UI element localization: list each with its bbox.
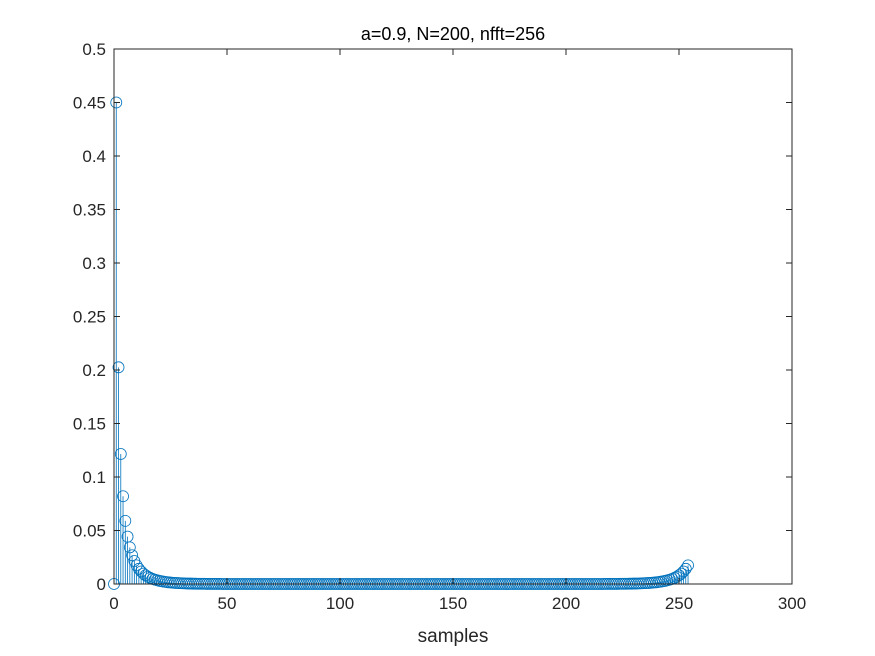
stem-marker: [682, 559, 694, 572]
y-tick-label: 0.45: [73, 94, 106, 113]
y-tick-label: 0.25: [73, 308, 106, 327]
x-tick-label: 300: [778, 594, 806, 613]
x-tick-label: 100: [326, 594, 354, 613]
stem-marker: [123, 541, 136, 554]
stem-marker: [679, 562, 692, 575]
y-axis-ticks: 0 0.05 0.1 0.15 0.2 0.25 0.3 0.35 0.4 0.45 0.5: [73, 40, 792, 594]
y-tick-label: 0.1: [82, 468, 106, 487]
y-tick-label: 0.4: [82, 147, 106, 166]
y-tick-label: 0.2: [82, 361, 106, 380]
y-tick-label: 0.5: [82, 40, 106, 59]
x-tick-label: 50: [218, 594, 237, 613]
chart-title: a=0.9, N=200, nfft=256: [361, 24, 545, 44]
y-tick-label: 0.35: [73, 201, 106, 220]
stem-marker: [114, 448, 127, 460]
stem-marker: [126, 549, 138, 562]
stem-marker: [112, 361, 125, 374]
stem-marker: [110, 96, 123, 109]
y-tick-label: 0: [97, 575, 106, 594]
stem-marker: [119, 514, 132, 527]
stem-marker: [675, 567, 688, 580]
stem-marker: [132, 562, 145, 575]
y-tick-label: 0.3: [82, 254, 106, 273]
x-tick-label: 0: [109, 594, 118, 613]
y-tick-label: 0.05: [73, 522, 106, 541]
stem-marker: [130, 559, 143, 572]
x-axis-ticks: 0 50 100 150 200 250 300: [109, 49, 806, 613]
x-tick-label: 250: [665, 594, 693, 613]
x-axis-label: samples: [418, 626, 489, 647]
y-tick-label: 0.15: [73, 415, 106, 434]
stem-marker: [117, 490, 129, 503]
stem-marker: [677, 565, 690, 578]
plot-area: [114, 49, 792, 584]
x-tick-label: 150: [439, 594, 467, 613]
x-tick-label: 200: [552, 594, 580, 613]
